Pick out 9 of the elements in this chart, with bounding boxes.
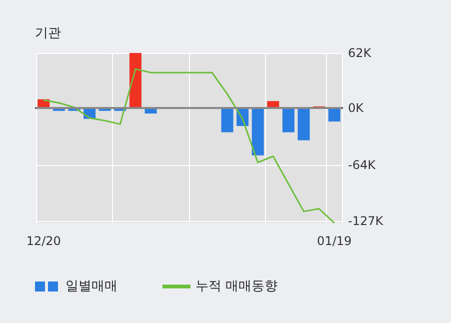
legend-label: 누적 매매동향 — [196, 279, 278, 294]
y-tick-label: -64K — [348, 158, 377, 172]
y-tick-label: -127K — [348, 214, 384, 228]
legend-label: 일별매매 — [66, 279, 118, 294]
x-tick-label: 01/19 — [317, 234, 352, 248]
y-tick-label: 0K — [348, 101, 365, 116]
x-tick-label: 12/20 — [26, 234, 61, 248]
chart-title: 기관 — [35, 26, 61, 41]
y-tick-label: 62K — [348, 46, 372, 60]
